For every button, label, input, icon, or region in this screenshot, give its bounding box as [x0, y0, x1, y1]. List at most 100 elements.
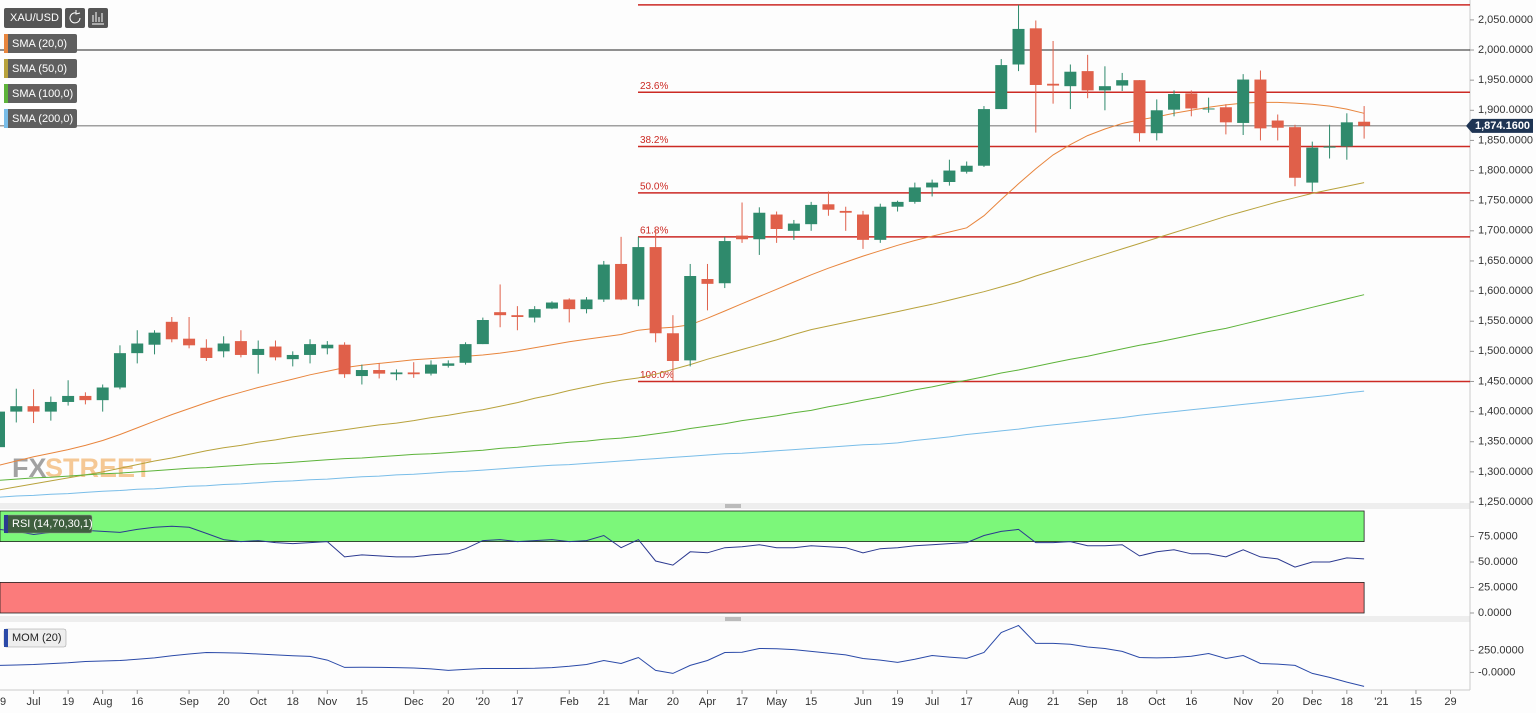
y-tick-label: 1,350.0000 [1478, 436, 1533, 448]
x-tick-label: '20 [476, 696, 490, 708]
y-tick-label: 1,750.0000 [1478, 195, 1533, 207]
sma-line [0, 182, 1365, 491]
candle-body [666, 333, 679, 361]
legend-label: SMA (50,0) [12, 63, 67, 75]
fib-label: 38.2% [640, 135, 668, 146]
candle-body [183, 338, 196, 346]
indicator-label: MOM (20) [12, 632, 62, 644]
y-tick-label: 250.0000 [1478, 644, 1524, 656]
refresh-button[interactable] [65, 8, 85, 28]
candle-body [1289, 127, 1301, 178]
band [0, 510, 1365, 543]
legend-box [4, 59, 77, 78]
candle-body [321, 344, 334, 349]
candle-body [1150, 110, 1163, 134]
x-tick-label: Sep [179, 696, 199, 708]
y-tick-label: 1,450.0000 [1478, 375, 1533, 387]
candle-body [891, 201, 904, 207]
legend-box [4, 109, 77, 128]
last-price-label: 1,874.1600 [1475, 120, 1530, 132]
candle-body [425, 364, 437, 374]
band [0, 582, 1365, 614]
indicator-line [0, 624, 1365, 687]
candle-body [718, 241, 731, 284]
legend-box [4, 34, 77, 53]
legend-label: SMA (20,0) [12, 38, 67, 50]
candle-body [1185, 93, 1198, 109]
fib-label: 50.0% [640, 181, 668, 192]
candle-body [96, 387, 109, 401]
candle-body [1340, 122, 1353, 147]
watermark: STREET [45, 453, 152, 483]
legend-label: SMA (200,0) [12, 113, 73, 125]
candle-body [407, 372, 420, 375]
candle-body [736, 235, 749, 240]
candle-body [926, 182, 939, 188]
candle-body [338, 344, 351, 375]
y-tick-label: 1,850.0000 [1478, 134, 1533, 146]
x-tick-label: 20 [667, 696, 679, 708]
x-tick-label: 19 [891, 696, 903, 708]
candle-body [355, 370, 368, 377]
fib-label: 100.0% [640, 370, 674, 381]
y-tick-label: 1,800.0000 [1478, 164, 1533, 176]
candle-body [805, 204, 818, 225]
candle-body [459, 344, 472, 363]
candle-body [701, 279, 714, 284]
x-tick-label: 17 [736, 696, 748, 708]
legend-item[interactable]: SMA (200,0) [4, 109, 77, 128]
candle-body [252, 348, 265, 355]
candle-body [234, 341, 247, 355]
x-tick-label: Mar [629, 696, 648, 708]
candle-body [528, 309, 541, 318]
x-tick-label: 15 [1410, 696, 1422, 708]
y-tick-label: 1,300.0000 [1478, 466, 1533, 478]
y-tick-label: -0.0000 [1478, 666, 1515, 678]
x-tick-label: Nov [1233, 696, 1253, 708]
x-tick-label: '19 [0, 696, 6, 708]
fib-label: 23.6% [640, 81, 668, 92]
sma-line [0, 294, 1365, 481]
candle-body [131, 343, 144, 354]
y-tick-label: 2,050.0000 [1478, 14, 1533, 26]
candle-body [494, 312, 507, 316]
candle-body [615, 263, 628, 300]
candle-body [113, 353, 126, 388]
legend-swatch [4, 109, 8, 128]
candle-body [857, 214, 869, 240]
candle-body [79, 395, 92, 401]
legend-item[interactable]: SMA (50,0) [4, 59, 77, 78]
candle-body [649, 247, 662, 334]
candle-body [1202, 108, 1215, 110]
legend-swatch [4, 34, 8, 53]
candle-body [1323, 146, 1336, 148]
candle-body [27, 406, 40, 412]
x-tick-label: 17 [961, 696, 973, 708]
x-tick-label: Aug [1009, 696, 1029, 708]
y-tick-label: 1,900.0000 [1478, 104, 1533, 116]
candle-body [442, 363, 455, 366]
candle-body [1047, 83, 1060, 86]
legend-item[interactable]: SMA (100,0) [4, 84, 77, 103]
sma-line [0, 390, 1365, 498]
y-tick-label: 25.0000 [1478, 581, 1518, 593]
candle-body [545, 302, 558, 309]
candle-body [10, 406, 23, 412]
x-tick-label: Oct [250, 696, 267, 708]
y-tick-label: 75.0000 [1478, 530, 1518, 542]
candle-body [148, 332, 161, 345]
candle-body [563, 299, 576, 310]
x-tick-label: Jul [27, 696, 41, 708]
indicator-label: RSI (14,70,30,1) [12, 518, 93, 530]
candle-body [597, 264, 610, 300]
candle-body [62, 395, 75, 402]
chart-button[interactable] [88, 8, 108, 28]
candle-body [753, 212, 766, 240]
x-tick-label: Feb [560, 696, 579, 708]
legend-item[interactable]: SMA (20,0) [4, 34, 77, 53]
y-tick-label: 1,700.0000 [1478, 225, 1533, 237]
refresh-icon [69, 10, 81, 24]
symbol-box [4, 8, 62, 28]
x-tick-label: 18 [1116, 696, 1128, 708]
